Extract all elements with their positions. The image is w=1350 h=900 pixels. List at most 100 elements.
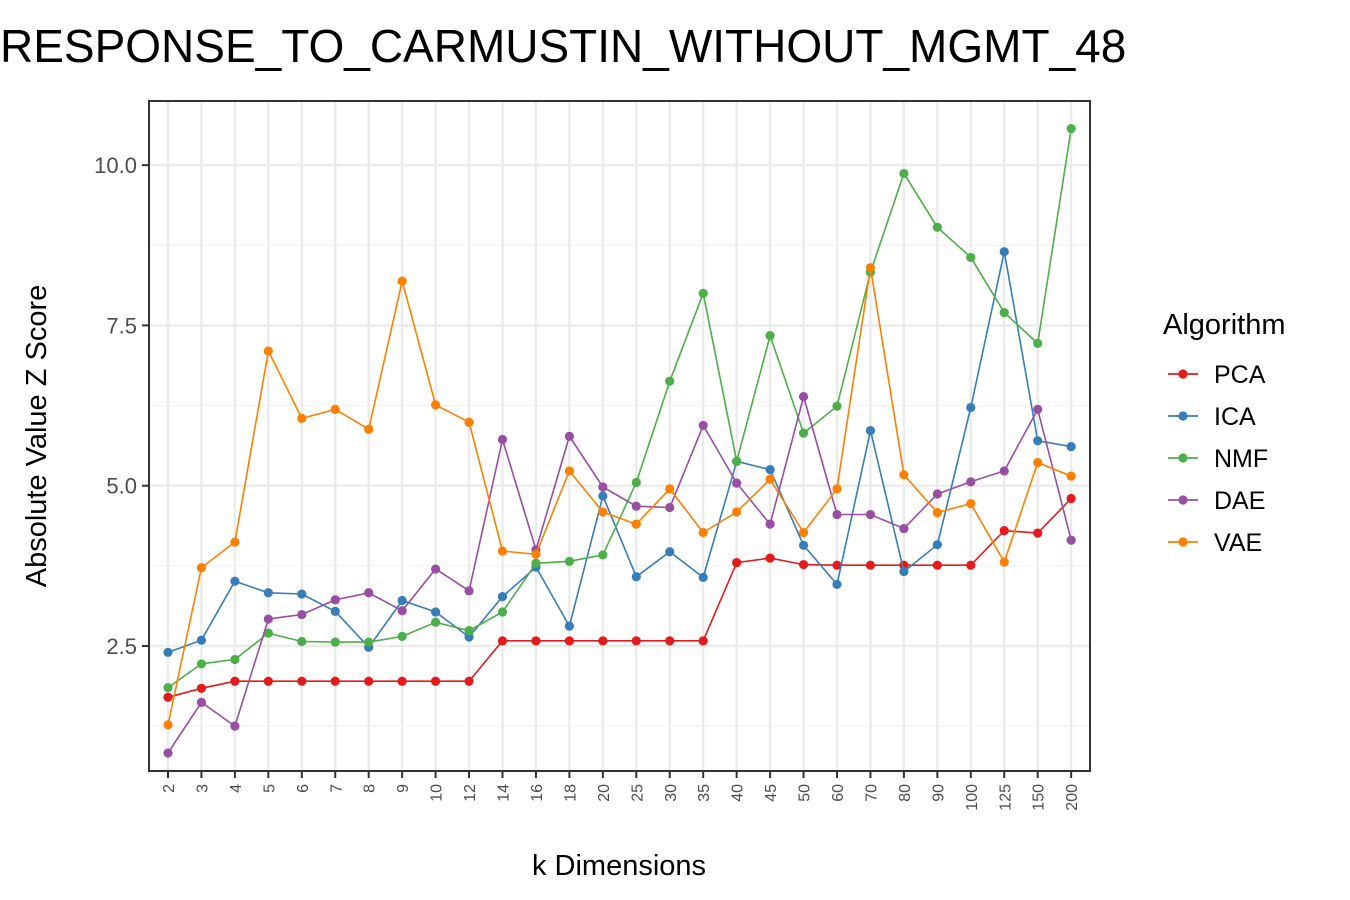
y-axis: 2.5 5.0 7.5 10.0 — [94, 153, 149, 659]
data-point-pca — [665, 636, 675, 646]
data-point-ica — [665, 547, 675, 557]
data-point-vae — [598, 507, 608, 517]
data-point-dae — [263, 614, 273, 624]
x-axis: 2 3 4 5 6 7 8 9 10 12 14 16 18 20 25 30 35 40 45 50 60 70 80 90… — [161, 771, 1081, 811]
data-point-vae — [230, 537, 240, 547]
data-point-nmf — [531, 558, 541, 568]
data-point-nmf — [1033, 338, 1043, 348]
data-point-ica — [263, 588, 273, 598]
data-point-ica — [1066, 441, 1076, 452]
data-point-pca — [798, 559, 809, 570]
data-point-nmf — [798, 428, 809, 438]
data-point-vae — [798, 527, 809, 538]
data-point-nmf — [932, 222, 942, 232]
legend-key-point — [1178, 495, 1188, 505]
data-point-nmf — [732, 456, 742, 466]
x-tick-label: 16 — [529, 784, 546, 802]
data-point-dae — [932, 489, 942, 499]
data-point-ica — [564, 621, 575, 631]
chart-title: RESPONSE_TO_CARMUSTIN_WITHOUT_MGMT_48 — [0, 20, 1126, 72]
data-point-nmf — [263, 628, 273, 638]
legend-label: ICA — [1214, 403, 1256, 431]
data-point-ica — [765, 465, 775, 475]
data-point-pca — [497, 636, 508, 646]
data-point-vae — [966, 499, 976, 509]
data-point-nmf — [431, 617, 441, 627]
data-point-dae — [732, 478, 742, 488]
data-point-nmf — [397, 631, 407, 641]
data-point-vae — [397, 276, 407, 286]
data-point-vae — [732, 507, 742, 517]
x-tick-label: 14 — [496, 784, 513, 802]
data-point-vae — [1066, 471, 1076, 481]
data-point-vae — [865, 263, 876, 273]
data-point-nmf — [564, 556, 575, 566]
x-tick-label: 6 — [295, 784, 312, 793]
data-point-nmf — [999, 307, 1009, 318]
data-point-dae — [765, 519, 775, 529]
y-axis-title: Absolute Value Z Score — [21, 285, 53, 588]
plot-panel-border — [148, 100, 1091, 772]
x-tick-label: 35 — [696, 784, 713, 802]
data-point-ica — [932, 540, 942, 550]
legend-label: DAE — [1214, 487, 1265, 515]
data-point-nmf — [698, 288, 708, 298]
x-tick-label: 9 — [395, 784, 412, 793]
data-point-nmf — [832, 401, 842, 411]
data-point-vae — [297, 413, 307, 423]
y-tick-label: 10.0 — [94, 153, 137, 178]
data-point-nmf — [1066, 123, 1076, 134]
data-point-nmf — [598, 550, 608, 560]
data-point-ica — [899, 567, 909, 577]
x-tick-label: 4 — [228, 784, 245, 793]
x-tick-label: 7 — [328, 784, 345, 793]
data-point-dae — [497, 434, 508, 445]
data-point-vae — [196, 563, 207, 573]
data-point-vae — [364, 424, 374, 434]
data-point-pca — [330, 676, 340, 686]
data-point-nmf — [364, 637, 374, 647]
legend-label: VAE — [1214, 529, 1262, 557]
data-point-pca — [999, 525, 1009, 536]
data-point-pca — [263, 676, 273, 686]
data-point-pca — [598, 636, 608, 646]
data-point-nmf — [230, 654, 240, 665]
legend-item-pca: PCA — [1168, 361, 1266, 389]
data-point-dae — [598, 482, 608, 492]
data-point-vae — [263, 346, 273, 356]
data-point-nmf — [497, 607, 508, 617]
data-point-dae — [899, 524, 909, 534]
data-point-ica — [865, 425, 876, 436]
x-tick-label: 30 — [663, 784, 680, 802]
data-point-pca — [832, 560, 842, 570]
data-point-nmf — [631, 477, 641, 488]
data-point-vae — [464, 417, 474, 427]
x-tick-label: 100 — [964, 784, 981, 811]
data-point-pca — [196, 683, 207, 693]
data-point-nmf — [899, 168, 909, 179]
grid-lines — [149, 101, 1090, 771]
data-point-pca — [163, 692, 173, 702]
data-point-dae — [798, 391, 809, 402]
x-tick-label: 90 — [930, 784, 947, 802]
x-tick-label: 50 — [797, 784, 814, 802]
data-point-dae — [631, 501, 641, 511]
legend-item-nmf: NMF — [1168, 445, 1268, 473]
data-point-pca — [765, 553, 775, 563]
x-tick-label: 5 — [261, 784, 278, 793]
series-line-dae — [167, 393, 1072, 754]
x-tick-label: 200 — [1064, 784, 1081, 811]
data-point-dae — [297, 609, 307, 620]
legend-key-point — [1178, 369, 1188, 379]
data-point-nmf — [163, 683, 173, 693]
data-point-ica — [832, 579, 842, 590]
legend-title: Algorithm — [1163, 309, 1286, 341]
data-point-pca — [732, 558, 742, 568]
y-tick-label: 7.5 — [106, 313, 137, 338]
data-point-pca — [631, 636, 641, 646]
x-tick-label: 8 — [362, 784, 379, 793]
data-point-vae — [665, 484, 675, 494]
data-point-pca — [932, 560, 942, 570]
data-point-pca — [1066, 493, 1076, 504]
x-tick-label: 45 — [763, 784, 780, 802]
